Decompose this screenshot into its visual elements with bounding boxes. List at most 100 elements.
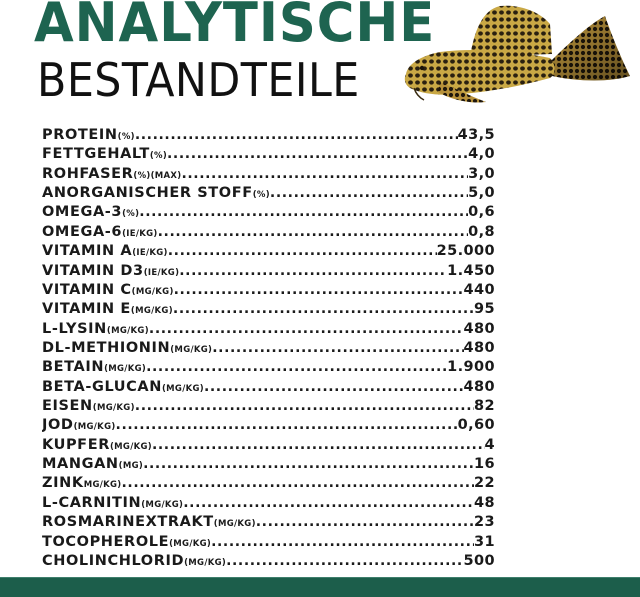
leader-dots — [116, 416, 458, 435]
list-item: DL-METHIONIN(MG/KG) 480 — [42, 339, 495, 358]
item-unit: (MG/KG) — [170, 344, 213, 355]
item-value: 480 — [463, 320, 495, 337]
item-value: 500 — [463, 552, 495, 569]
item-name: VITAMIN A — [42, 243, 133, 260]
list-item: ROHFASER(%)(MAX) 3,0 — [42, 165, 495, 184]
leader-dots — [168, 242, 437, 261]
list-item: VITAMIN E(MG/KG) 95 — [42, 300, 495, 319]
item-value: 4,0 — [468, 146, 495, 163]
item-value: 480 — [463, 378, 495, 395]
item-unit: (MG/KG) — [104, 364, 147, 375]
item-name: FETTGEHALT — [42, 146, 150, 163]
leader-dots — [121, 474, 474, 493]
item-value: 23 — [474, 514, 495, 531]
item-name: BETAIN — [42, 359, 105, 376]
item-unit: (MG/KG) — [184, 557, 227, 568]
list-item: OMEGA-6(IE/KG) 0,8 — [42, 223, 495, 242]
leader-dots — [143, 455, 474, 474]
leader-dots — [183, 494, 474, 513]
list-item: PROTEIN(%) 43,5 — [42, 126, 495, 145]
item-name: ROHFASER — [42, 165, 134, 182]
item-name: ZINK — [42, 475, 84, 492]
item-value: 440 — [463, 281, 495, 298]
footer-bar — [0, 577, 640, 597]
item-unit: (MG/KG) — [106, 325, 149, 336]
leader-dots — [167, 145, 468, 164]
leader-dots — [256, 513, 474, 532]
list-item: EISEN(MG/KG) 82 — [42, 397, 495, 416]
item-name: CHOLINCHLORID — [42, 552, 185, 569]
item-value: 31 — [474, 533, 495, 550]
list-item: MANGAN(MG) 16 — [42, 455, 495, 474]
item-unit: (MG) — [118, 461, 144, 472]
item-value: 22 — [474, 475, 495, 492]
item-value: 16 — [474, 456, 495, 473]
leader-dots — [212, 339, 463, 358]
item-name: VITAMIN D3 — [42, 262, 144, 279]
item-unit: MG/KG) — [83, 480, 122, 491]
list-item: BETAIN(MG/KG) 1.900 — [42, 358, 495, 377]
item-name: TOCOPHEROLE — [42, 533, 170, 550]
item-value: 95 — [474, 301, 495, 318]
analysis-list: PROTEIN(%)43,5 FETTGEHALT(%)4,0 ROHFASER… — [42, 126, 495, 571]
item-name: OMEGA-3 — [42, 204, 123, 221]
list-item: ROSMARINEXTRAKT(MG/KG) 23 — [42, 513, 495, 532]
item-value: 5,0 — [468, 185, 495, 202]
leader-dots — [270, 184, 468, 203]
item-value: 43,5 — [457, 127, 495, 143]
item-value: 0,6 — [468, 204, 495, 221]
item-name: VITAMIN C — [42, 281, 132, 298]
leader-dots — [204, 378, 464, 397]
title-analytische: ANALYTISCHE — [34, 0, 436, 54]
pleco-catfish-image — [404, 5, 630, 103]
item-unit: (%) — [149, 151, 168, 162]
leader-dots — [226, 552, 463, 571]
item-name: EISEN — [42, 398, 93, 415]
item-value: 1.900 — [447, 359, 495, 376]
item-unit: (MG/KG) — [92, 403, 135, 414]
list-item: VITAMIN C(MG/KG) 440 — [42, 281, 495, 300]
item-value: 3,0 — [468, 165, 495, 182]
list-item: OMEGA-3(%) 0,6 — [42, 203, 495, 222]
item-unit: (%) — [252, 190, 270, 201]
list-item: KUPFER(MG/KG) 4 — [42, 436, 495, 455]
list-item: L-LYSIN(MG/KG) 480 — [42, 320, 495, 339]
item-value: 25.000 — [436, 243, 495, 260]
item-name: MANGAN — [42, 456, 119, 473]
list-item: FETTGEHALT(%) 4,0 — [42, 145, 495, 164]
title-bestandteile: BESTANDTEILE — [37, 53, 360, 107]
leader-dots — [179, 262, 447, 281]
leader-dots — [158, 223, 469, 242]
leader-dots — [211, 533, 474, 552]
item-unit: (IE/KG) — [122, 228, 158, 239]
item-unit: (MG/KG) — [213, 519, 256, 530]
item-value: 0,8 — [468, 223, 495, 240]
item-value: 480 — [463, 339, 495, 356]
item-value: 0,60 — [457, 417, 495, 434]
leader-dots — [146, 358, 447, 377]
item-name: OMEGA-6 — [42, 223, 123, 240]
item-name: L-CARNITIN — [42, 494, 142, 511]
list-item: JOD(MG/KG) 0,60 — [42, 416, 495, 435]
leader-dots — [173, 300, 474, 319]
list-item: ANORGANISCHER STOFF(%) 5,0 — [42, 184, 495, 203]
item-unit: (MG/KG) — [73, 422, 116, 433]
item-unit: (MG/KG) — [169, 538, 212, 549]
item-unit: (IE/KG) — [143, 267, 180, 278]
item-name: ANORGANISCHER STOFF — [42, 185, 253, 202]
item-name: L-LYSIN — [42, 320, 107, 337]
item-name: VITAMIN E — [42, 301, 131, 318]
list-item: TOCOPHEROLE(MG/KG) 31 — [42, 533, 495, 552]
leader-dots — [149, 320, 464, 339]
leader-dots — [181, 165, 468, 184]
item-value: 4 — [484, 436, 495, 453]
item-name: BETA-GLUCAN — [42, 378, 162, 395]
leader-dots — [135, 397, 474, 416]
list-item: VITAMIN D3(IE/KG) 1.450 — [42, 262, 495, 281]
item-unit: (MG/KG) — [109, 441, 152, 452]
item-unit: (%) — [122, 209, 140, 220]
item-value: 48 — [474, 494, 495, 511]
list-item: L-CARNITIN(MG/KG) 48 — [42, 494, 495, 513]
item-name: DL-METHIONIN — [42, 339, 171, 356]
